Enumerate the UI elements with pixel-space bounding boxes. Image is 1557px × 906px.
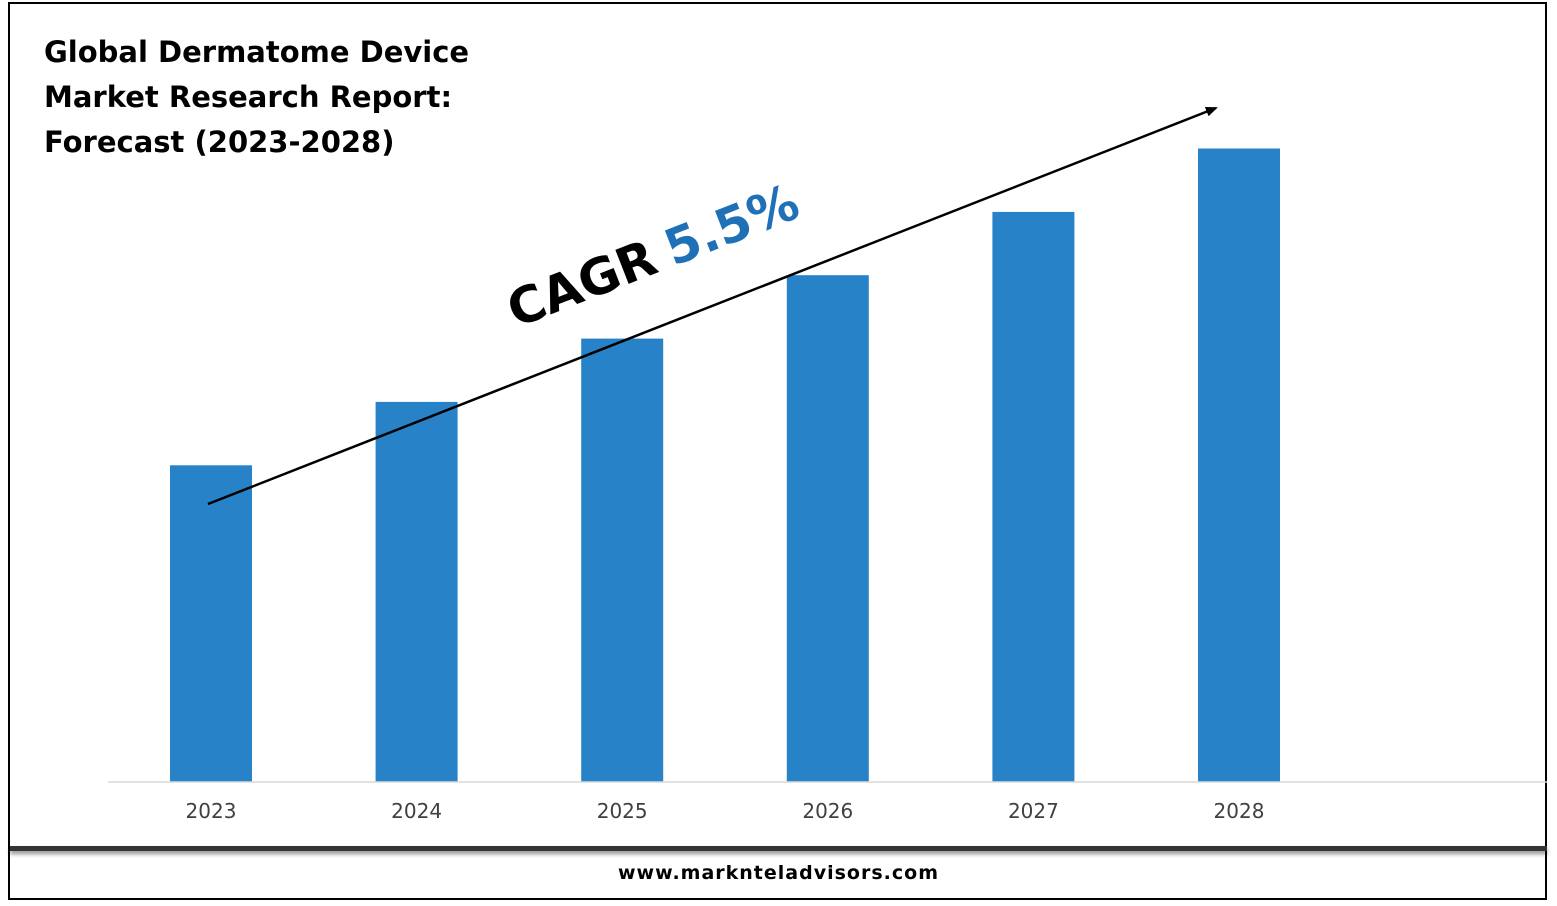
bars-group [170,148,1280,782]
chart-title-line-3: Forecast (2023-2028) [44,125,395,159]
footer-website: www.marknteladvisors.com [618,862,939,884]
cagr-value: 5.5% [657,173,807,278]
cagr-label: CAGR [499,229,664,340]
x-tick-labels: 2023 2024 2025 2026 2027 2028 [186,799,1265,823]
bar-2027 [992,211,1075,782]
chart-title: Global Dermatome Device Market Research … [44,30,564,165]
chart-frame [8,2,1547,900]
x-tick-label-2025: 2025 [597,799,648,823]
bar-2026 [786,275,869,782]
chart-title-line-2: Market Research Report: [44,80,453,114]
bar-2025 [581,338,664,782]
x-tick-label-2028: 2028 [1214,799,1265,823]
bar-2028 [1198,148,1280,782]
bar-2023 [170,465,252,782]
trend-arrow [207,106,1218,506]
x-tick-label-2023: 2023 [186,799,237,823]
chart-title-line-1: Global Dermatome Device [44,35,470,69]
bar-2024 [375,401,458,782]
x-tick-label-2024: 2024 [391,799,442,823]
cagr-annotation: CAGR5.5% [499,173,807,339]
footer-divider [10,846,1547,851]
x-tick-label-2026: 2026 [802,799,853,823]
x-tick-label-2027: 2027 [1008,799,1059,823]
